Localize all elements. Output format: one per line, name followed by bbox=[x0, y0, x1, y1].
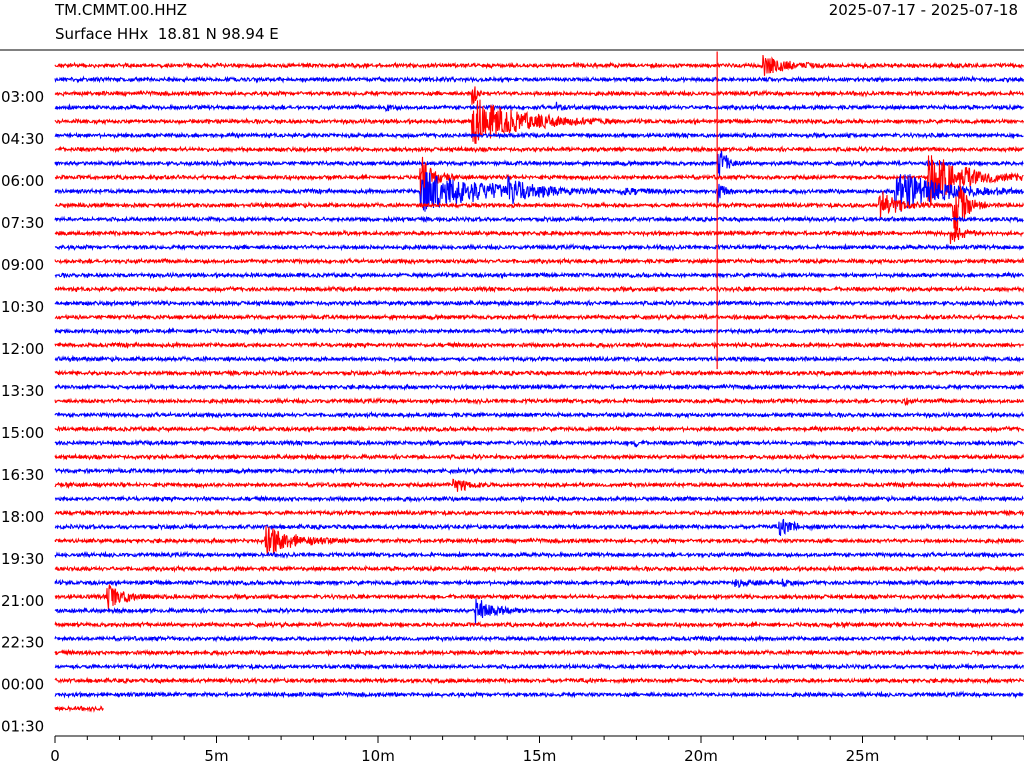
trace-row-9 bbox=[54, 171, 1024, 212]
y-tick-label: 03:00 bbox=[1, 88, 44, 106]
y-tick-label: 22:30 bbox=[1, 634, 44, 652]
y-tick-label: 00:00 bbox=[1, 676, 44, 694]
trace-row-14 bbox=[54, 257, 1024, 266]
trace-row-13 bbox=[54, 242, 1024, 252]
trace-row-30 bbox=[54, 478, 1024, 492]
trace-row-33 bbox=[54, 518, 1024, 536]
y-tick-label: 10:30 bbox=[1, 298, 44, 316]
trace-row-8 bbox=[54, 155, 1024, 207]
trace-row-18 bbox=[54, 312, 1024, 322]
trace-row-31 bbox=[54, 494, 1024, 504]
trace-row-36 bbox=[54, 564, 1024, 574]
y-tick-label: 06:00 bbox=[1, 172, 44, 190]
trace-row-42 bbox=[54, 648, 1024, 657]
trace-row-40 bbox=[54, 620, 1024, 629]
trace-row-21 bbox=[54, 354, 1024, 363]
x-tick-label: 0 bbox=[50, 747, 60, 765]
trace-row-45 bbox=[54, 690, 1024, 699]
trace-row-35 bbox=[54, 550, 1024, 560]
trace-row-20 bbox=[54, 341, 1024, 350]
y-tick-label: 19:30 bbox=[1, 550, 44, 568]
date-range: 2025-07-17 - 2025-07-18 bbox=[828, 1, 1018, 19]
trace-row-15 bbox=[54, 271, 1024, 280]
station-title: TM.CMMT.00.HHZ bbox=[55, 1, 188, 19]
trace-row-2 bbox=[54, 86, 1024, 105]
trace-row-25 bbox=[54, 410, 1024, 420]
trace-row-7 bbox=[54, 150, 1024, 178]
trace-row-32 bbox=[54, 508, 1024, 517]
channel-subtitle: Surface HHx 18.81 N 98.94 E bbox=[55, 25, 279, 43]
trace-row-11 bbox=[54, 214, 1024, 224]
x-tick-label: 25m bbox=[846, 747, 880, 765]
trace-row-28 bbox=[54, 452, 1024, 461]
trace-row-5 bbox=[54, 131, 1024, 140]
trace-row-4 bbox=[54, 99, 1024, 144]
trace-row-29 bbox=[54, 466, 1024, 476]
trace-row-17 bbox=[54, 298, 1024, 308]
x-tick-label: 10m bbox=[361, 747, 395, 765]
trace-row-44 bbox=[54, 676, 1024, 685]
trace-row-22 bbox=[54, 368, 1024, 378]
trace-row-38 bbox=[54, 584, 1024, 610]
y-tick-label: 01:30 bbox=[1, 718, 44, 736]
trace-row-23 bbox=[54, 383, 1024, 392]
trace-row-46 bbox=[54, 705, 104, 713]
y-tick-label: 15:00 bbox=[1, 424, 44, 442]
trace-row-3 bbox=[54, 101, 1024, 113]
y-tick-label: 04:30 bbox=[1, 130, 44, 148]
y-tick-label: 16:30 bbox=[1, 466, 44, 484]
trace-row-34 bbox=[54, 525, 1024, 556]
trace-row-26 bbox=[54, 424, 1024, 434]
trace-row-43 bbox=[54, 662, 1024, 671]
trace-row-19 bbox=[54, 327, 1024, 336]
trace-row-24 bbox=[54, 396, 1024, 407]
trace-row-0 bbox=[54, 54, 1024, 76]
trace-row-10 bbox=[54, 186, 1024, 235]
trace-row-27 bbox=[54, 439, 1024, 448]
x-tick-label: 20m bbox=[684, 747, 718, 765]
x-tick-label: 5m bbox=[204, 747, 228, 765]
y-tick-label: 07:30 bbox=[1, 214, 44, 232]
trace-layer bbox=[54, 51, 1024, 713]
x-tick-label: 15m bbox=[523, 747, 557, 765]
trace-row-1 bbox=[54, 75, 1024, 84]
y-tick-label: 12:00 bbox=[1, 340, 44, 358]
y-tick-label: 18:00 bbox=[1, 508, 44, 526]
trace-row-6 bbox=[54, 145, 1024, 154]
y-tick-label: 21:00 bbox=[1, 592, 44, 610]
trace-row-37 bbox=[54, 578, 1024, 589]
y-tick-label: 09:00 bbox=[1, 256, 44, 274]
trace-row-12 bbox=[54, 226, 1024, 245]
axes-layer: 0 5m 10m 15m 20m 25m 03:00 04:30 06:00 07:30 09:00… bbox=[0, 49, 1024, 765]
trace-row-41 bbox=[54, 634, 1024, 643]
y-tick-label: 13:30 bbox=[1, 382, 44, 400]
trace-row-16 bbox=[54, 285, 1024, 294]
trace-row-39 bbox=[54, 598, 1024, 625]
